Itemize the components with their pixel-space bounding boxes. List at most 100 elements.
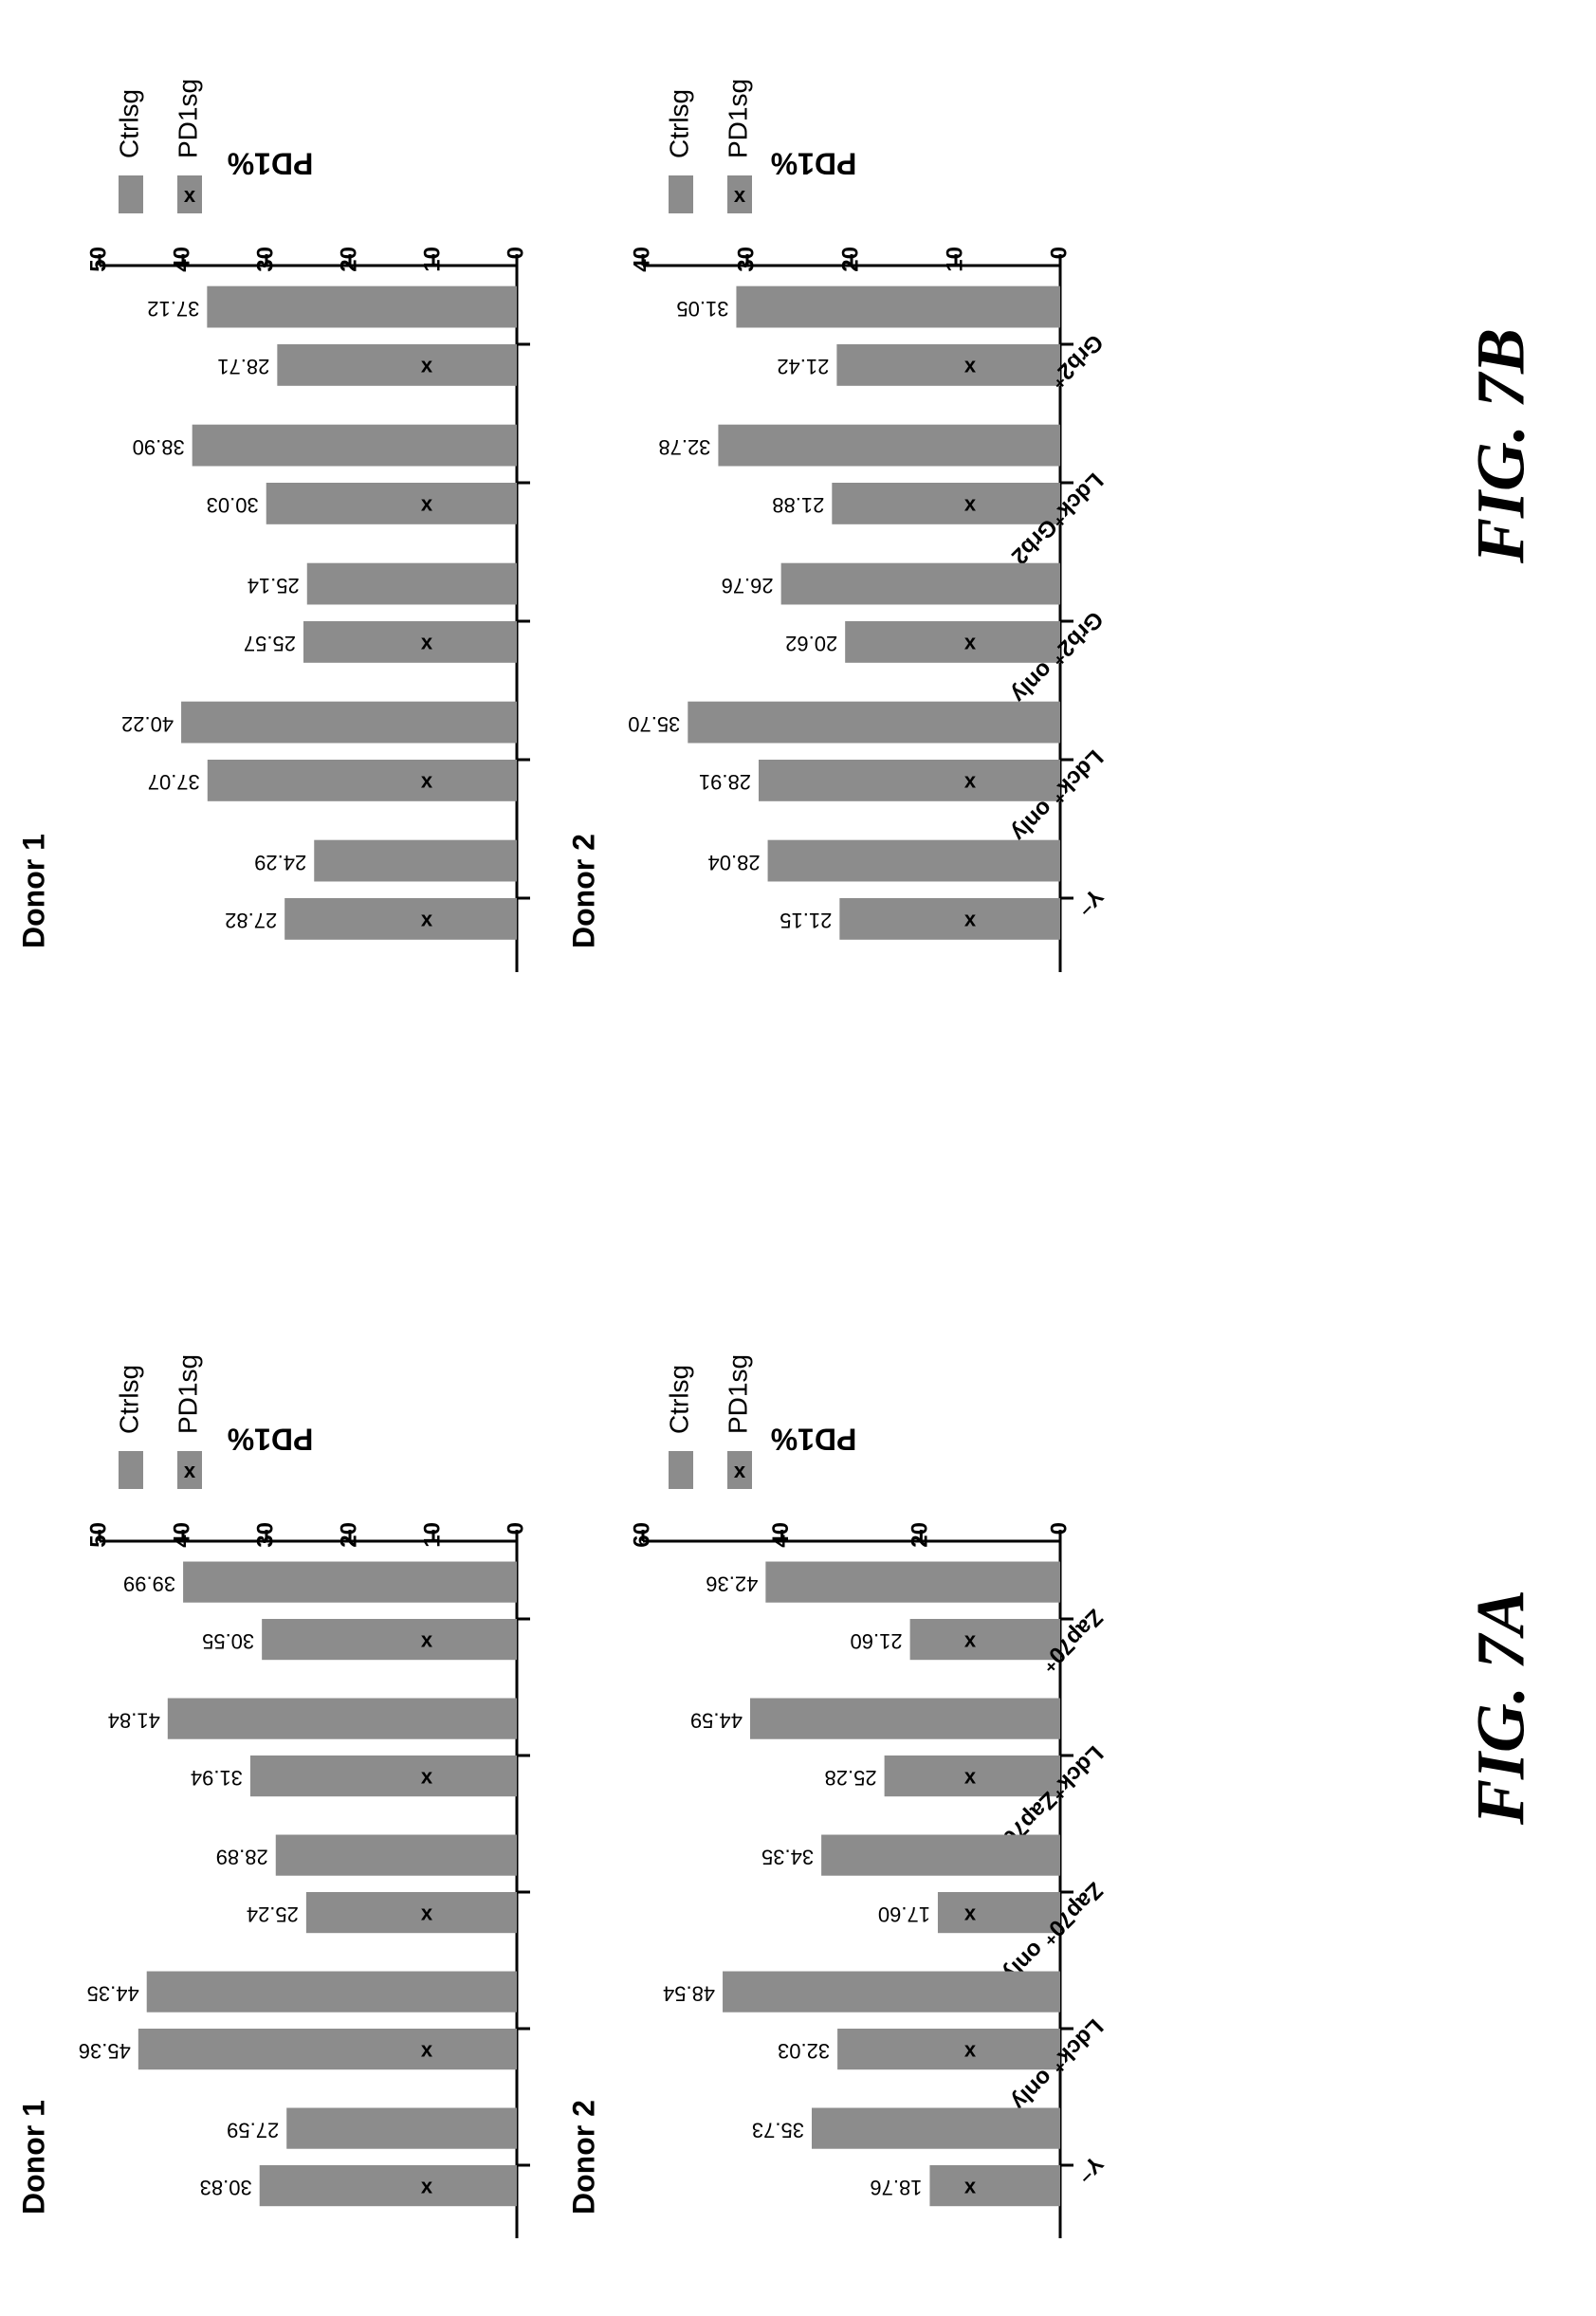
- data-label: 41.84: [108, 1708, 160, 1732]
- bar-pd1sg: [262, 1619, 517, 1660]
- bar-ctrlsg: [193, 425, 517, 467]
- figure-label: FIG. 7A: [1463, 1590, 1539, 1826]
- data-label: 30.83: [200, 2176, 252, 2199]
- data-label: 34.35: [761, 1845, 814, 1868]
- bar-pd1sg: [839, 898, 1060, 940]
- bar-ctrlsg: [723, 1972, 1060, 2013]
- value-axis-title: PD1%: [771, 1423, 857, 1457]
- bar-pd1sg: [277, 344, 517, 386]
- data-label: 32.78: [658, 435, 710, 459]
- bar-ctrlsg: [765, 1562, 1060, 1603]
- value-tick-label: 20: [837, 247, 863, 272]
- bar-ctrlsg: [736, 286, 1060, 328]
- bar-pd1sg: [845, 621, 1060, 663]
- data-label: 30.03: [207, 493, 259, 517]
- bar-pd1sg: [910, 1619, 1060, 1660]
- legend-swatch-ctrlsg: [669, 175, 693, 213]
- bar-pd1sg: [250, 1755, 517, 1796]
- pd1sg-marker: x: [421, 1901, 433, 1924]
- bar-ctrlsg: [718, 425, 1060, 467]
- data-label: 37.12: [147, 297, 199, 321]
- pd1sg-marker: x: [421, 2174, 433, 2197]
- value-tick-label: 0: [1046, 247, 1072, 259]
- legend-label: Ctrlsg: [114, 1365, 143, 1434]
- data-label: 25.14: [248, 574, 300, 597]
- value-tick-label: 40: [169, 1522, 194, 1548]
- chart-title: Donor 2: [566, 2100, 600, 2215]
- value-tick-label: 20: [336, 1522, 361, 1548]
- bar-ctrlsg: [307, 563, 517, 605]
- legend-swatch-ctrlsg: [669, 1451, 693, 1489]
- bar-pd1sg: [260, 2165, 517, 2206]
- data-label: 21.15: [780, 909, 832, 932]
- data-label: 40.22: [121, 712, 174, 736]
- bar-ctrlsg: [183, 1562, 517, 1603]
- legend-label: Ctrlsg: [664, 1365, 693, 1434]
- pd1sg-marker: x: [421, 908, 433, 931]
- data-label: 21.88: [772, 493, 824, 517]
- value-tick-label: 60: [629, 1522, 654, 1548]
- bar-pd1sg: [303, 621, 517, 663]
- bar-ctrlsg: [168, 1699, 517, 1739]
- pd1sg-marker: x: [964, 1901, 977, 1924]
- data-label: 18.76: [870, 2176, 922, 2199]
- legend-label: Ctrlsg: [664, 89, 693, 158]
- bar-ctrlsg: [181, 702, 517, 744]
- data-label: 26.76: [722, 574, 774, 597]
- legend-swatch-ctrlsg: [119, 175, 143, 213]
- bar-ctrlsg: [821, 1835, 1060, 1876]
- data-label: 44.35: [87, 1981, 139, 2005]
- bar-ctrlsg: [207, 286, 517, 328]
- figure-label: FIG. 7B: [1463, 328, 1539, 564]
- data-label: 35.73: [752, 2118, 804, 2141]
- bar-pd1sg: [284, 898, 517, 940]
- pd1sg-marker: x: [964, 492, 977, 516]
- bar-pd1sg: [832, 483, 1060, 524]
- data-label: 24.29: [254, 851, 306, 874]
- bar-ctrlsg: [314, 840, 517, 882]
- data-label: 37.07: [148, 770, 200, 794]
- bar-ctrlsg: [276, 1835, 517, 1876]
- legend-marker: x: [734, 1459, 746, 1482]
- value-tick-label: 20: [908, 1522, 933, 1548]
- legend-label: PD1sg: [173, 79, 202, 158]
- value-axis-title: PD1%: [228, 147, 314, 181]
- pd1sg-marker: x: [964, 1627, 977, 1651]
- bar-pd1sg: [266, 483, 517, 524]
- pd1sg-marker: x: [421, 1627, 433, 1651]
- value-tick-label: 50: [85, 1522, 111, 1548]
- bar-pd1sg: [208, 760, 517, 801]
- value-tick-label: 10: [419, 1522, 445, 1548]
- data-label: 21.60: [851, 1629, 903, 1653]
- data-label: 28.89: [216, 1845, 268, 1868]
- value-tick-label: 0: [503, 1522, 528, 1535]
- pd1sg-marker: x: [421, 769, 433, 793]
- bar-pd1sg: [836, 344, 1060, 386]
- pd1sg-marker: x: [421, 1764, 433, 1788]
- pd1sg-marker: x: [964, 631, 977, 654]
- data-label: 31.94: [191, 1766, 243, 1790]
- pd1sg-marker: x: [421, 354, 433, 377]
- data-label: 28.04: [707, 851, 760, 874]
- data-label: 27.82: [225, 909, 277, 932]
- bar-ctrlsg: [750, 1699, 1060, 1739]
- data-label: 32.03: [778, 2039, 830, 2063]
- data-label: 21.42: [777, 355, 829, 378]
- data-label: 45.36: [79, 2039, 131, 2063]
- bar-ctrlsg: [286, 2108, 517, 2149]
- value-tick-label: 30: [733, 247, 759, 272]
- legend-marker: x: [184, 1459, 196, 1482]
- data-label: 42.36: [706, 1572, 758, 1595]
- value-tick-label: 30: [252, 1522, 278, 1548]
- bar-ctrlsg: [688, 702, 1060, 744]
- legend-marker: x: [184, 183, 196, 207]
- data-label: 25.57: [244, 632, 296, 655]
- bar-ctrlsg: [812, 2108, 1060, 2149]
- bar-pd1sg: [306, 1892, 517, 1933]
- pd1sg-marker: x: [421, 492, 433, 516]
- value-tick-label: 30: [252, 247, 278, 272]
- data-label: 20.62: [785, 632, 837, 655]
- data-label: 28.71: [217, 355, 269, 378]
